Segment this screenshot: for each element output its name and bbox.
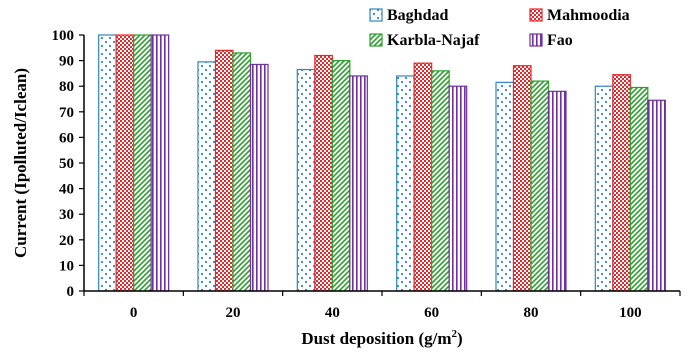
x-tick-label: 100 <box>619 305 642 321</box>
y-tick-label: 60 <box>59 130 74 146</box>
y-tick-label: 100 <box>52 28 75 44</box>
x-tick-label: 20 <box>226 305 241 321</box>
bar-karbla-najaf-100 <box>629 86 649 292</box>
y-tick-label: 80 <box>59 79 74 95</box>
bars <box>98 34 666 292</box>
bar-baghdad-60 <box>396 75 415 292</box>
bar-mahmoodia-80 <box>512 65 532 292</box>
bar-baghdad-0 <box>98 34 117 292</box>
y-tick-label: 30 <box>59 207 74 223</box>
legend: Baghdad Mahmoodia Karbla-Najaf Fao <box>369 7 630 49</box>
legend-swatch-baghdad <box>369 8 383 22</box>
legend-swatch-fao <box>529 33 543 47</box>
bar-fao-40 <box>349 75 368 292</box>
bar-fao-0 <box>150 34 170 292</box>
x-axis-label-main: Dust deposition (g/m <box>301 329 451 348</box>
y-tick-label: 0 <box>67 284 75 300</box>
y-tick-label: 90 <box>59 54 74 70</box>
bar-karbla-najaf-0 <box>133 34 152 292</box>
bar-baghdad-80 <box>495 81 515 292</box>
bar-fao-80 <box>547 90 567 292</box>
bar-fao-100 <box>647 99 666 292</box>
x-axis-label: Dust deposition (g/m2) <box>301 328 462 348</box>
bar-mahmoodia-40 <box>314 54 333 292</box>
legend-label-baghdad: Baghdad <box>387 7 448 24</box>
bar-karbla-najaf-60 <box>431 70 450 292</box>
x-tick-label: 40 <box>325 305 340 321</box>
bar-karbla-najaf-20 <box>232 52 252 292</box>
y-axis-label: Current (Ipolluted/Iclean) <box>11 68 30 258</box>
bar-karbla-najaf-80 <box>530 80 550 292</box>
bar-fao-60 <box>448 85 468 292</box>
y-tick-label: 10 <box>59 258 74 274</box>
bar-baghdad-20 <box>197 61 217 292</box>
x-tick-label: 80 <box>524 305 539 321</box>
legend-swatch-mahmoodia <box>529 8 543 22</box>
y-tick-label: 40 <box>59 182 74 198</box>
bar-mahmoodia-100 <box>612 74 631 292</box>
x-axis-ticks: 0 20 40 60 80 100 <box>83 291 681 321</box>
bar-mahmoodia-0 <box>115 34 135 292</box>
x-tick-label: 60 <box>424 305 439 321</box>
y-tick-label: 20 <box>59 233 74 249</box>
bar-baghdad-100 <box>594 85 614 292</box>
bar-baghdad-40 <box>296 68 316 292</box>
y-axis-ticks: 0 10 20 30 40 50 60 70 80 90 100 <box>52 28 84 300</box>
bar-fao-20 <box>249 63 269 292</box>
y-tick-label: 50 <box>59 156 74 172</box>
legend-label-mahmoodia: Mahmoodia <box>547 7 630 24</box>
bar-mahmoodia-20 <box>214 49 234 292</box>
x-tick-label: 0 <box>130 305 138 321</box>
bar-karbla-najaf-40 <box>331 59 351 292</box>
legend-label-fao: Fao <box>547 32 573 49</box>
x-axis-label-close: ) <box>457 329 463 348</box>
bar-mahmoodia-60 <box>413 62 433 292</box>
x-axis-label-superscript: 2 <box>452 328 458 340</box>
y-tick-label: 70 <box>59 105 74 121</box>
legend-swatch-karbla-najaf <box>369 33 383 47</box>
legend-label-karbla-najaf: Karbla-Najaf <box>387 32 480 49</box>
